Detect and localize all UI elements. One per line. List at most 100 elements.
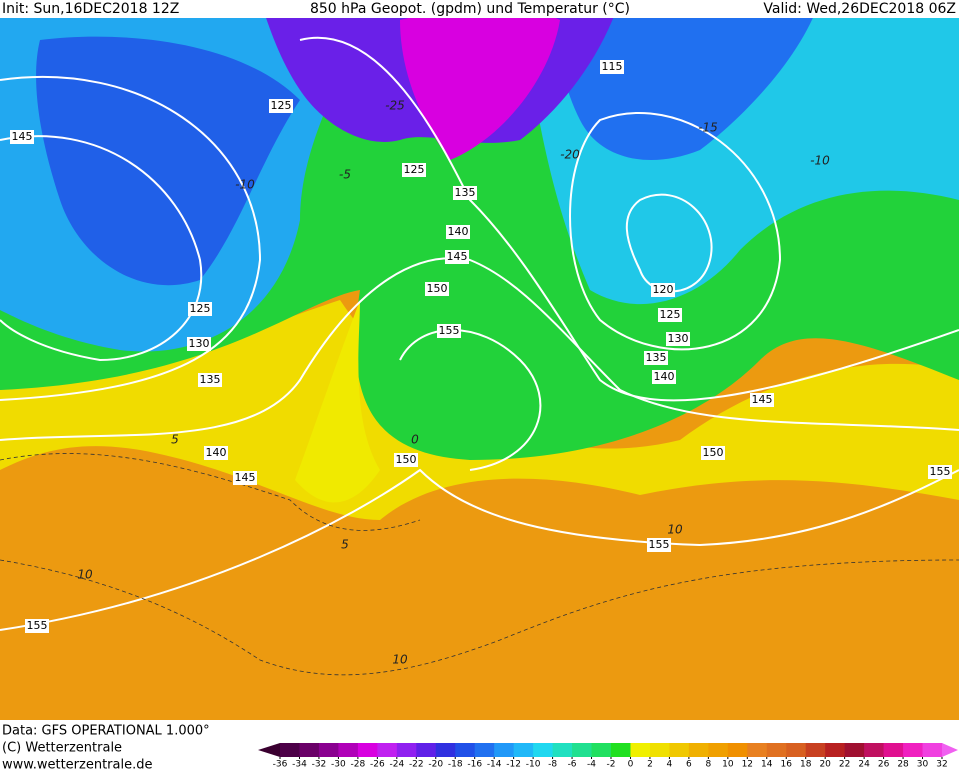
temperature-label: 10 bbox=[667, 523, 683, 537]
temperature-label: 10 bbox=[77, 568, 93, 582]
isotherm bbox=[0, 453, 421, 531]
geopotential-label: 140 bbox=[448, 225, 469, 238]
isohypse bbox=[399, 329, 542, 471]
isohypse bbox=[0, 257, 959, 441]
legend-tick-label: 20 bbox=[819, 760, 831, 770]
legend-tick-label: 30 bbox=[917, 760, 929, 770]
label-box bbox=[652, 370, 676, 384]
geopotential-label: 140 bbox=[206, 446, 227, 459]
legend-tick-label: -30 bbox=[331, 760, 346, 770]
header-band bbox=[0, 0, 959, 18]
legend-tick-label: 0 bbox=[628, 760, 634, 770]
label-box bbox=[269, 99, 293, 113]
legend-tick-label: -2 bbox=[607, 760, 616, 770]
legend-swatch bbox=[533, 743, 554, 757]
legend-tick-label: 14 bbox=[761, 760, 773, 770]
geopotential-label: 135 bbox=[200, 373, 221, 386]
isotherm bbox=[0, 559, 959, 676]
legend-swatch bbox=[299, 743, 320, 757]
legend-swatch bbox=[416, 743, 437, 757]
legend-tick-label: 18 bbox=[800, 760, 812, 770]
isohypse bbox=[625, 193, 713, 293]
legend-tick-label: 22 bbox=[839, 760, 850, 770]
label-box bbox=[651, 283, 675, 297]
legend-tick-label: 4 bbox=[667, 760, 673, 770]
legend-swatch bbox=[552, 743, 573, 757]
legend-tick-label: 12 bbox=[742, 760, 753, 770]
label-box bbox=[437, 324, 461, 338]
geopotential-label: 145 bbox=[235, 471, 256, 484]
legend-arrow bbox=[942, 743, 958, 757]
label-box bbox=[394, 453, 418, 467]
legend-tick-label: -32 bbox=[312, 760, 327, 770]
legend-swatch bbox=[688, 743, 709, 757]
legend-swatch bbox=[747, 743, 768, 757]
legend-swatch bbox=[727, 743, 748, 757]
temperature-label: 0 bbox=[411, 433, 419, 447]
geopotential-label: 150 bbox=[396, 453, 417, 466]
legend-tick-label: -36 bbox=[273, 760, 288, 770]
legend-swatch bbox=[922, 743, 943, 757]
legend-swatch bbox=[844, 743, 865, 757]
legend-swatch bbox=[513, 743, 534, 757]
isohypse bbox=[0, 468, 959, 631]
geopotential-label: 125 bbox=[404, 163, 425, 176]
label-box bbox=[446, 225, 470, 239]
temperature-label: 5 bbox=[341, 538, 349, 552]
label-box bbox=[701, 446, 725, 460]
temperature-label: -25 bbox=[385, 99, 405, 113]
legend-arrow bbox=[258, 743, 280, 757]
legend-tick-label: -4 bbox=[587, 760, 596, 770]
legend-tick-label: -10 bbox=[526, 760, 541, 770]
legend-swatch bbox=[766, 743, 787, 757]
label-box bbox=[658, 308, 682, 322]
legend-tick-label: -18 bbox=[448, 760, 463, 770]
geopotential-label: 125 bbox=[190, 302, 211, 315]
label-box bbox=[25, 619, 49, 633]
init-time: Init: Sun,16DEC2018 12Z bbox=[2, 1, 179, 17]
temperature-label: -10 bbox=[810, 154, 830, 168]
legend-tick-label: -26 bbox=[370, 760, 385, 770]
legend-swatch bbox=[396, 743, 417, 757]
legend-swatch bbox=[825, 743, 846, 757]
geopotential-label: 130 bbox=[668, 332, 689, 345]
label-box bbox=[204, 446, 228, 460]
legend-tick-label: -12 bbox=[506, 760, 521, 770]
geopotential-label: 145 bbox=[447, 250, 468, 263]
label-box bbox=[647, 538, 671, 552]
legend-tick-label: -28 bbox=[351, 760, 366, 770]
legend-tick-label: -34 bbox=[292, 760, 307, 770]
geopotential-label: 140 bbox=[654, 370, 675, 383]
legend-tick-label: -8 bbox=[548, 760, 557, 770]
geopotential-label: 155 bbox=[27, 619, 48, 632]
legend-tick-label: -20 bbox=[428, 760, 443, 770]
legend-swatch bbox=[669, 743, 690, 757]
data-source: Data: GFS OPERATIONAL 1.000° bbox=[2, 724, 210, 739]
temperature-label: -5 bbox=[339, 168, 351, 182]
legend-swatch bbox=[786, 743, 807, 757]
legend-swatch bbox=[708, 743, 729, 757]
legend-swatch bbox=[649, 743, 670, 757]
isohypse bbox=[0, 75, 262, 401]
arctic-core bbox=[400, 8, 560, 160]
label-box bbox=[425, 282, 449, 296]
geopotential-label: 125 bbox=[660, 308, 681, 321]
legend-swatch bbox=[455, 743, 476, 757]
legend-tick-label: -24 bbox=[389, 760, 404, 770]
temperature-label: 10 bbox=[392, 653, 408, 667]
copyright: (C) Wetterzentrale bbox=[2, 741, 122, 756]
legend-swatch bbox=[474, 743, 495, 757]
legend-swatch bbox=[630, 743, 651, 757]
legend-swatch bbox=[435, 743, 456, 757]
legend-swatch bbox=[318, 743, 339, 757]
legend-tick-label: -16 bbox=[467, 760, 482, 770]
geopotential-label: 120 bbox=[653, 283, 674, 296]
legend-tick-label: 26 bbox=[878, 760, 890, 770]
legend-swatch bbox=[338, 743, 359, 757]
label-box bbox=[600, 60, 624, 74]
geopotential-label: 115 bbox=[602, 60, 623, 73]
legend-swatch bbox=[864, 743, 885, 757]
label-box bbox=[644, 351, 668, 365]
legend-tick-label: 32 bbox=[936, 760, 947, 770]
